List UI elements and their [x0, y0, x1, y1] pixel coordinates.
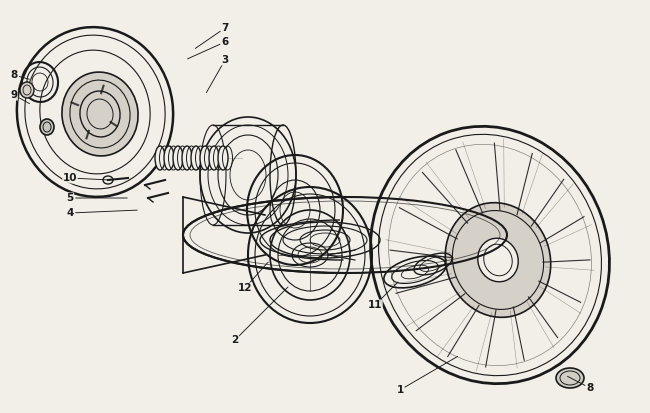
Ellipse shape: [62, 72, 138, 156]
Text: 8: 8: [10, 70, 18, 80]
Text: 10: 10: [63, 173, 77, 183]
Ellipse shape: [182, 146, 192, 170]
Text: 6: 6: [222, 37, 229, 47]
Text: 5: 5: [66, 193, 73, 203]
Ellipse shape: [200, 146, 210, 170]
Text: 3: 3: [222, 55, 229, 65]
Ellipse shape: [209, 146, 219, 170]
Text: 4: 4: [66, 208, 73, 218]
Text: 9: 9: [10, 90, 18, 100]
Text: 7: 7: [221, 23, 229, 33]
Ellipse shape: [478, 238, 518, 282]
Ellipse shape: [155, 146, 165, 170]
Ellipse shape: [191, 146, 201, 170]
Ellipse shape: [164, 146, 174, 170]
Ellipse shape: [173, 146, 183, 170]
Ellipse shape: [20, 82, 34, 98]
Ellipse shape: [445, 203, 551, 317]
Text: 2: 2: [231, 335, 239, 345]
Text: 12: 12: [238, 283, 252, 293]
Text: 8: 8: [586, 383, 593, 393]
Ellipse shape: [556, 368, 584, 388]
Ellipse shape: [218, 146, 228, 170]
Text: 11: 11: [368, 300, 382, 310]
Ellipse shape: [40, 119, 54, 135]
Text: 1: 1: [396, 385, 404, 395]
